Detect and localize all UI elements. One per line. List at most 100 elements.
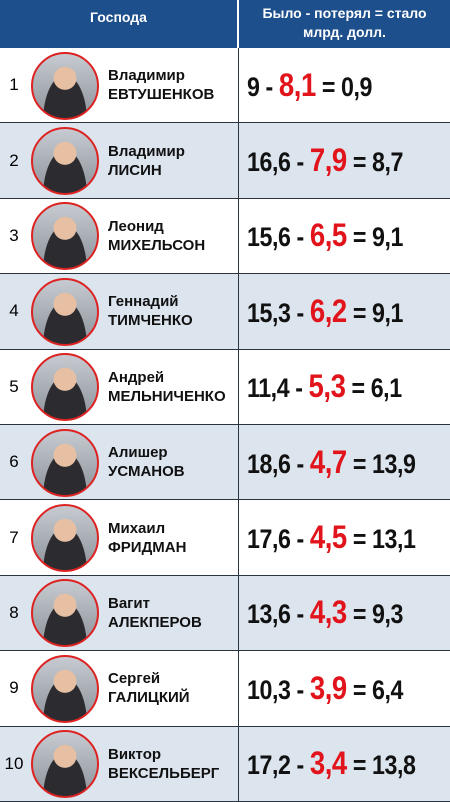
header-divider [237,0,239,48]
rank: 8 [9,602,19,622]
now-value: 0,9 [340,71,372,102]
operator: = [352,674,367,705]
operator: = [351,373,366,404]
first-name: Сергей [108,670,161,688]
name: Андрей МЕЛЬНИЧЕНКО [108,350,236,424]
first-name: Алишер [108,444,168,462]
values: 17,6-4,5 = 13,1 [238,500,450,575]
rank: 6 [9,452,19,472]
was-value: 11,4 [247,373,290,404]
lost-value: 6,5 [309,217,347,254]
photo [31,428,99,497]
photo [31,51,99,120]
lost-value: 6,2 [309,292,347,329]
table-row: 6 Алишер УСМАНОВ 18,6-4,7 = 13,9 [0,425,450,501]
last-name: УСМАНОВ [108,463,185,481]
table-row: 2 Владимир ЛИСИН 16,6-7,9 = 8,7 [0,123,450,199]
was-value: 10,3 [247,674,291,705]
first-name: Вагит [108,594,150,612]
was-value: 16,6 [247,147,291,178]
rank: 10 [4,753,24,773]
operator: = [352,222,367,253]
name: Владимир ЕВТУШЕНКОВ [108,48,236,122]
values-formula: 9-8,1 = 0,9 [247,67,372,104]
values-formula: 17,6-4,5 = 13,1 [247,519,416,556]
first-name: Леонид [108,217,164,235]
last-name: ГАЛИЦКИЙ [108,689,190,707]
now-value: 8,7 [371,147,403,178]
values-formula: 11,4-5,3 = 6,1 [247,368,402,405]
rank: 3 [9,225,19,245]
was-value: 18,6 [247,448,291,479]
now-value: 13,8 [371,750,416,781]
last-name: ТИМЧЕНКО [108,312,193,330]
rank: 9 [9,678,19,698]
rank: 7 [9,527,19,547]
values-formula: 15,3-6,2 = 9,1 [247,293,403,330]
first-name: Владимир [108,67,185,85]
values-formula: 13,6-4,3 = 9,3 [247,594,403,631]
operator: - [296,147,305,178]
was-value: 17,6 [247,524,291,555]
operator: = [352,297,367,328]
values: 18,6-4,7 = 13,9 [238,425,450,500]
name: Геннадий ТИМЧЕНКО [108,274,236,348]
table-row: 1 Владимир ЕВТУШЕНКОВ 9-8,1 = 0,9 [0,48,450,124]
was-value: 17,2 [247,750,291,781]
header-title: Господа [90,9,147,25]
lost-value: 3,9 [309,669,347,706]
photo [31,654,99,723]
now-value: 9,1 [371,222,403,253]
name: Алишер УСМАНОВ [108,425,236,499]
table-row: 4 Геннадий ТИМЧЕНКО 15,3-6,2 = 9,1 [0,274,450,350]
was-value: 15,6 [247,222,291,253]
now-value: 9,3 [371,599,403,630]
name: Леонид МИХЕЛЬСОН [108,199,236,273]
table-row: 10 Виктор ВЕКСЕЛЬБЕРГ 17,2-3,4 = 13,8 [0,726,450,802]
table-row: 5 Андрей МЕЛЬНИЧЕНКО 11,4-5,3 = 6,1 [0,349,450,425]
lost-value: 8,1 [278,66,316,103]
table-row: 8 Вагит АЛЕКПЕРОВ 13,6-4,3 = 9,3 [0,575,450,652]
values: 10,3-3,9 = 6,4 [238,651,450,726]
photo [31,504,99,573]
first-name: Виктор [108,745,162,763]
table-row: 9 Сергей ГАЛИЦКИЙ 10,3-3,9 = 6,4 [0,651,450,727]
last-name: АЛЕКПЕРОВ [108,613,202,631]
photo [31,127,99,196]
operator: = [352,448,367,479]
values-formula: 16,6-7,9 = 8,7 [247,142,403,179]
values-formula: 15,6-6,5 = 9,1 [247,217,403,254]
lost-value: 4,7 [309,443,347,480]
values: 9-8,1 = 0,9 [238,48,450,123]
now-value: 6,1 [370,373,402,404]
lost-value: 7,9 [309,142,347,179]
lost-value: 5,3 [308,368,346,405]
header-cell: Было - потерял = стало млрд. долл. [239,0,450,48]
name: Сергей ГАЛИЦКИЙ [108,651,236,725]
name: Виктор ВЕКСЕЛЬБЕРГ [108,727,236,801]
values: 16,6-7,9 = 8,7 [238,123,450,198]
operator: = [352,750,367,781]
now-value: 13,1 [371,524,416,555]
operator: - [296,524,305,555]
operator: - [296,599,305,630]
rank: 5 [9,376,19,396]
operator: - [265,71,274,102]
header-cell: Господа [0,0,237,48]
values: 11,4-5,3 = 6,1 [238,349,450,424]
first-name: Андрей [108,368,165,386]
values: 15,3-6,2 = 9,1 [238,274,450,349]
values-formula: 18,6-4,7 = 13,9 [247,443,416,481]
photo [31,277,99,346]
operator: = [352,599,367,630]
values-formula: 17,2-3,4 = 13,8 [247,745,416,782]
values: 15,6-6,5 = 9,1 [238,198,450,274]
last-name: ФРИДМАН [108,538,187,556]
was-value: 13,6 [247,599,291,630]
operator: = [352,147,367,178]
last-name: МЕЛЬНИЧЕНКО [108,387,226,405]
operator: - [295,373,303,404]
values: 17,2-3,4 = 13,8 [238,726,450,801]
lost-value: 4,3 [309,594,347,631]
